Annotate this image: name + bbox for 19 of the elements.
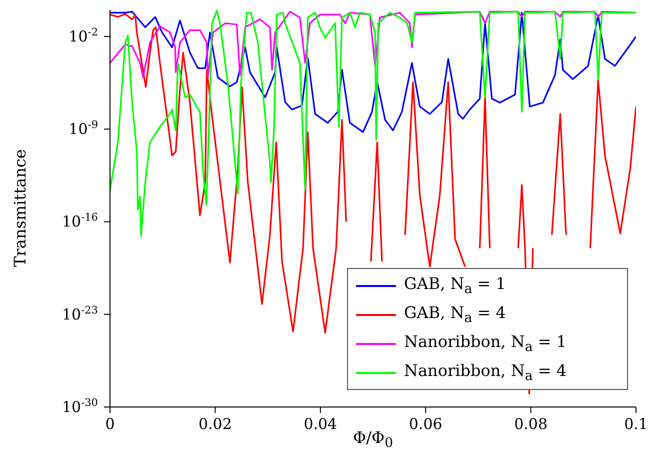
y-tick-label: 10$^{-9}$ bbox=[68, 119, 98, 138]
x-tick-label: 0 bbox=[105, 415, 115, 433]
y-tick-label: 10$^{-23}$ bbox=[62, 304, 98, 324]
y-axis-title: Transmittance bbox=[10, 149, 30, 267]
y-tick-label: 10$^{-30}$ bbox=[62, 397, 98, 416]
x-tick-label: 0.1 bbox=[624, 415, 648, 433]
x-tick-label: 0.04 bbox=[304, 415, 338, 433]
line-series bbox=[110, 10, 636, 133]
y-tick-label: 10$^{-16}$ bbox=[62, 212, 98, 231]
line-series bbox=[110, 10, 636, 238]
legend-label: GAB, N$_{a}$ = 1 bbox=[404, 274, 506, 298]
y-tick-label: 10$^{-2}$ bbox=[68, 26, 98, 46]
x-tick-label: 0.06 bbox=[408, 415, 442, 433]
x-tick-label: 0.08 bbox=[514, 415, 548, 433]
x-tick-label: 0.02 bbox=[198, 415, 232, 433]
legend-label: Nanoribbon, N$_{a}$ = 4 bbox=[404, 360, 567, 384]
legend-label: GAB, N$_{a}$ = 4 bbox=[404, 302, 506, 326]
x-axis-title: Φ/Φ$_{0}$ bbox=[352, 428, 394, 452]
legend-label: Nanoribbon, N$_{a}$ = 1 bbox=[404, 332, 567, 356]
